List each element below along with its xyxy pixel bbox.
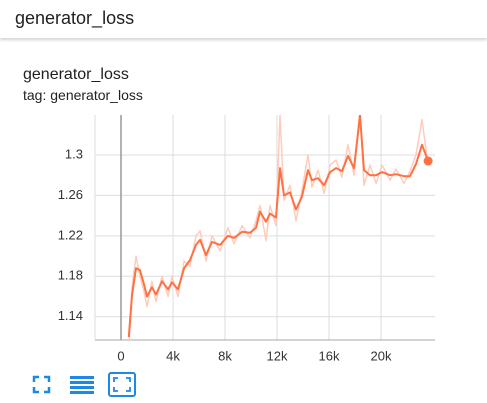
x-tick-label: 8k (218, 348, 232, 363)
smoothed-line (127, 115, 430, 338)
fullscreen-icon[interactable] (32, 375, 51, 394)
header-bar: generator_loss (0, 0, 487, 38)
last-point (423, 156, 433, 166)
card-title: generator_loss (23, 66, 129, 83)
y-tick-label: 1.18 (58, 268, 83, 283)
x-tick-label: 12k (267, 348, 288, 363)
raw-line (128, 115, 429, 340)
labels: 1.14 1.18 1.22 1.26 1.3 0 4k 8k 12k 16k 20k (58, 146, 392, 363)
y-tick-label: 1.22 (58, 227, 83, 242)
y-tick-label: 1.26 (58, 187, 83, 202)
grid (94, 115, 435, 341)
toggle-log-icon[interactable] (70, 376, 94, 394)
x-tick-label: 4k (166, 348, 180, 363)
y-tick-label: 1.3 (65, 146, 83, 161)
plot-area (127, 115, 430, 340)
x-tick-label: 16k (319, 348, 340, 363)
header-title: generator_loss (15, 8, 135, 28)
x-tick-label: 0 (117, 348, 124, 363)
fit-domain-icon[interactable] (108, 372, 136, 397)
y-tick-label: 1.14 (58, 308, 83, 323)
x-tick-label: 20k (371, 348, 392, 363)
card-tag: tag: generator_loss (23, 87, 143, 103)
